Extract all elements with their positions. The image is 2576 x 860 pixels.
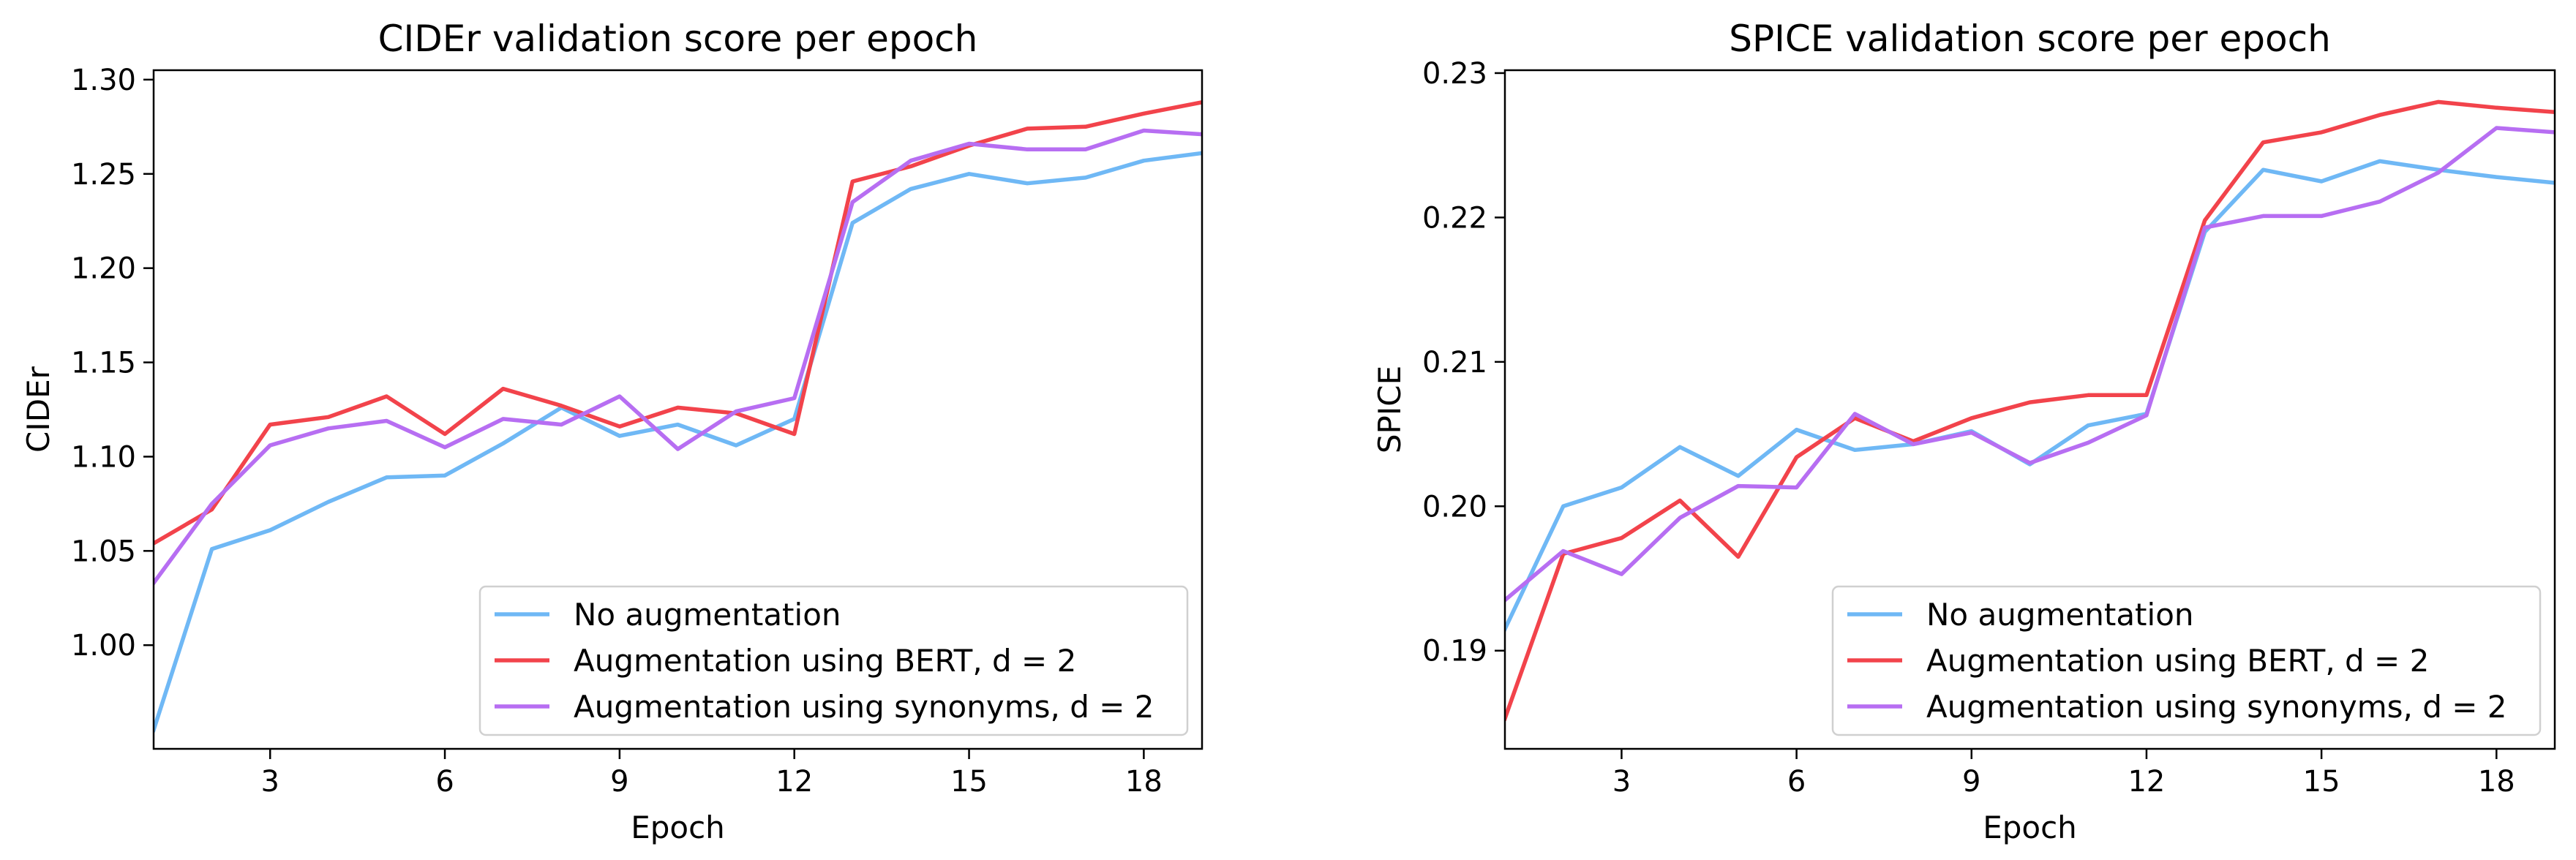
y-tick-label: 1.20 [71, 252, 136, 286]
y-tick-label: 0.20 [1422, 490, 1487, 524]
legend-label: No augmentation [574, 597, 841, 633]
y-tick-label: 0.19 [1422, 635, 1487, 668]
y-tick-label: 0.22 [1422, 201, 1487, 235]
legend-label: No augmentation [1926, 597, 2194, 633]
x-axis-label: Epoch [1983, 810, 2077, 845]
legend: No augmentation Augmentation using BERT, … [1831, 585, 2542, 736]
x-tick-label: 9 [610, 765, 628, 799]
legend-box [1831, 585, 2542, 736]
legend-label: Augmentation using synonyms, d = 2 [574, 689, 1154, 725]
x-tick-label: 6 [1787, 765, 1806, 799]
legend-label: Augmentation using BERT, d = 2 [1926, 643, 2429, 679]
x-tick-label: 12 [776, 765, 813, 799]
y-tick-label: 1.25 [71, 158, 136, 192]
series-line-2 [1505, 126, 2555, 603]
y-tick-label: 1.05 [71, 535, 136, 568]
series-line-0 [154, 151, 1202, 733]
legend: No augmentation Augmentation using BERT, … [478, 585, 1189, 736]
series-group [1505, 99, 2555, 722]
x-tick-label: 6 [435, 765, 454, 799]
chart-1: SPICE validation score per epoch 3 6 9 12 15 1… [1372, 18, 2556, 845]
series-line-1 [154, 99, 1202, 546]
legend-label: Augmentation using BERT, d = 2 [574, 643, 1076, 679]
plot-frame [1503, 69, 2556, 750]
x-axis-label: Epoch [631, 810, 725, 845]
series-line-0 [1505, 159, 2555, 632]
y-axis-label: SPICE [1372, 366, 1408, 453]
x-tick-label: 15 [950, 765, 988, 799]
x-tick-label: 15 [2303, 765, 2340, 799]
y-tick-label: 0.23 [1422, 57, 1487, 91]
y-tick-label: 1.15 [71, 347, 136, 380]
plot-frame [152, 69, 1203, 750]
y-axis-label: CIDEr [20, 366, 56, 453]
series-group [154, 99, 1202, 733]
chart-title: CIDEr validation score per epoch [378, 18, 978, 60]
chart-0: CIDEr validation score per epoch 3 6 9 12 15 1… [20, 18, 1203, 845]
legend-label: Augmentation using synonyms, d = 2 [1926, 689, 2507, 725]
chart-title: SPICE validation score per epoch [1729, 18, 2331, 60]
x-tick-label: 12 [2128, 765, 2165, 799]
y-tick-label: 1.00 [71, 629, 136, 663]
y-tick-label: 0.21 [1422, 346, 1487, 380]
x-tick-label: 18 [1125, 765, 1163, 799]
legend-box [478, 585, 1189, 736]
x-tick-label: 3 [1612, 765, 1631, 799]
x-tick-label: 3 [260, 765, 279, 799]
y-tick-label: 1.10 [71, 440, 136, 474]
x-tick-label: 18 [2478, 765, 2515, 799]
x-tick-label: 9 [1962, 765, 1980, 799]
y-tick-label: 1.30 [71, 64, 136, 97]
series-line-2 [154, 128, 1202, 586]
series-line-1 [1505, 99, 2555, 722]
